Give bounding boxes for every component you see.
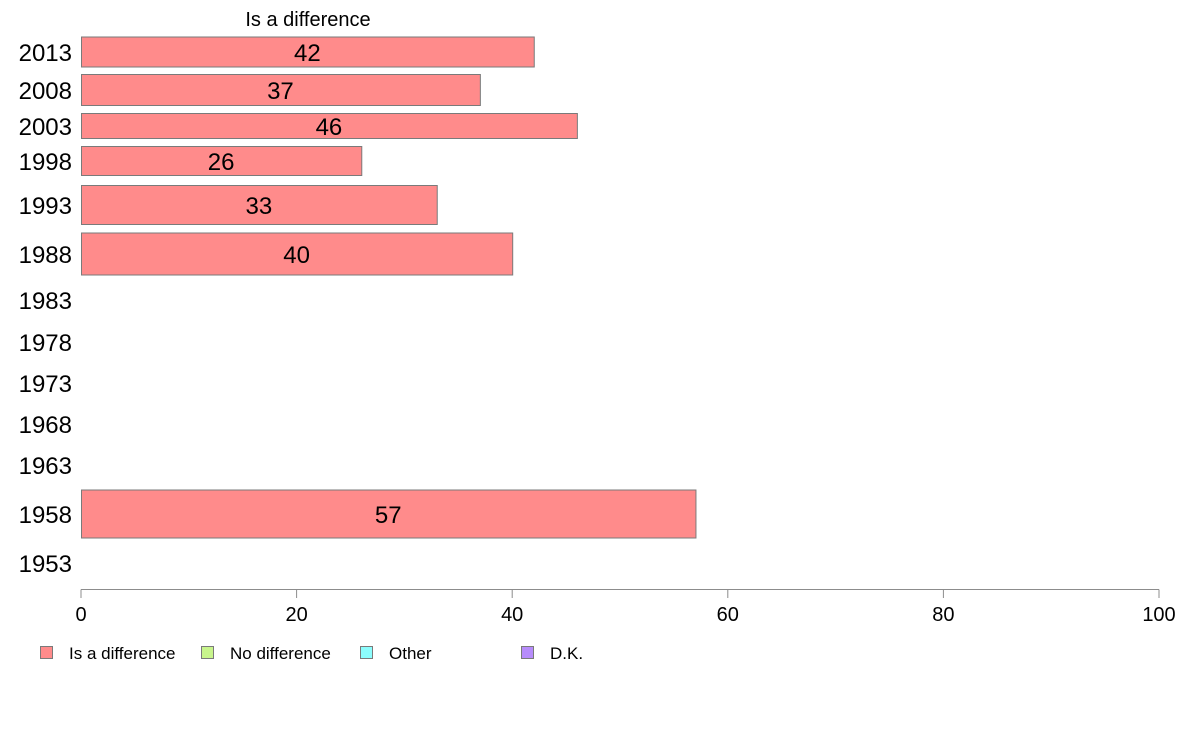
- bar-value-1988: 40: [283, 242, 310, 269]
- legend-swatch-3: [521, 646, 534, 659]
- year-label-2003: 2003: [19, 114, 72, 141]
- bar-2003: [81, 113, 578, 139]
- x-tick-label-40: 40: [501, 604, 523, 626]
- x-tick-label-100: 100: [1142, 604, 1175, 626]
- bar-value-2008: 37: [267, 78, 294, 105]
- x-tick-label-80: 80: [932, 604, 954, 626]
- legend: Is a difference No difference Other D.K.: [40, 644, 583, 663]
- x-tick-label-20: 20: [285, 604, 307, 626]
- bar-1998: [81, 146, 363, 176]
- legend-label-1: No difference: [230, 644, 331, 663]
- bar-value-1993: 33: [246, 193, 273, 220]
- legend-swatch-2: [360, 646, 373, 659]
- bar-1993: [81, 185, 438, 225]
- bar-2008: [81, 74, 481, 106]
- year-label-1958: 1958: [19, 502, 72, 529]
- bar-2013: [81, 36, 535, 68]
- bar-1988: [81, 232, 514, 276]
- year-label-1963: 1963: [19, 453, 72, 480]
- bar-value-1958: 57: [375, 502, 402, 529]
- bar-1958: [81, 489, 697, 539]
- year-label-1968: 1968: [19, 412, 72, 439]
- year-label-1978: 1978: [19, 330, 72, 357]
- bar-value-1998: 26: [208, 149, 235, 176]
- year-label-1998: 1998: [19, 149, 72, 176]
- legend-label-3: D.K.: [550, 644, 583, 663]
- x-ticks: 0 20 40 60 80 100: [75, 589, 1176, 626]
- year-label-2008: 2008: [19, 78, 72, 105]
- bar-value-2013: 42: [294, 40, 321, 67]
- legend-swatch-0: [40, 646, 53, 659]
- year-label-1983: 1983: [19, 288, 72, 315]
- year-label-1993: 1993: [19, 193, 72, 220]
- chart-title: Is a difference: [245, 9, 370, 31]
- x-tick-label-0: 0: [75, 604, 86, 626]
- year-label-1953: 1953: [19, 551, 72, 578]
- legend-swatch-1: [201, 646, 214, 659]
- bar-value-2003: 46: [316, 114, 343, 141]
- bars: [81, 36, 697, 539]
- legend-label-0: Is a difference: [69, 644, 175, 663]
- year-label-1988: 1988: [19, 242, 72, 269]
- x-tick-label-60: 60: [717, 604, 739, 626]
- year-label-2013: 2013: [19, 40, 72, 67]
- year-labels: 2013 2008 2003 1998 1993 1988 1983 1978 1973 1968…: [19, 40, 72, 578]
- year-label-1973: 1973: [19, 371, 72, 398]
- legend-label-2: Other: [389, 644, 432, 663]
